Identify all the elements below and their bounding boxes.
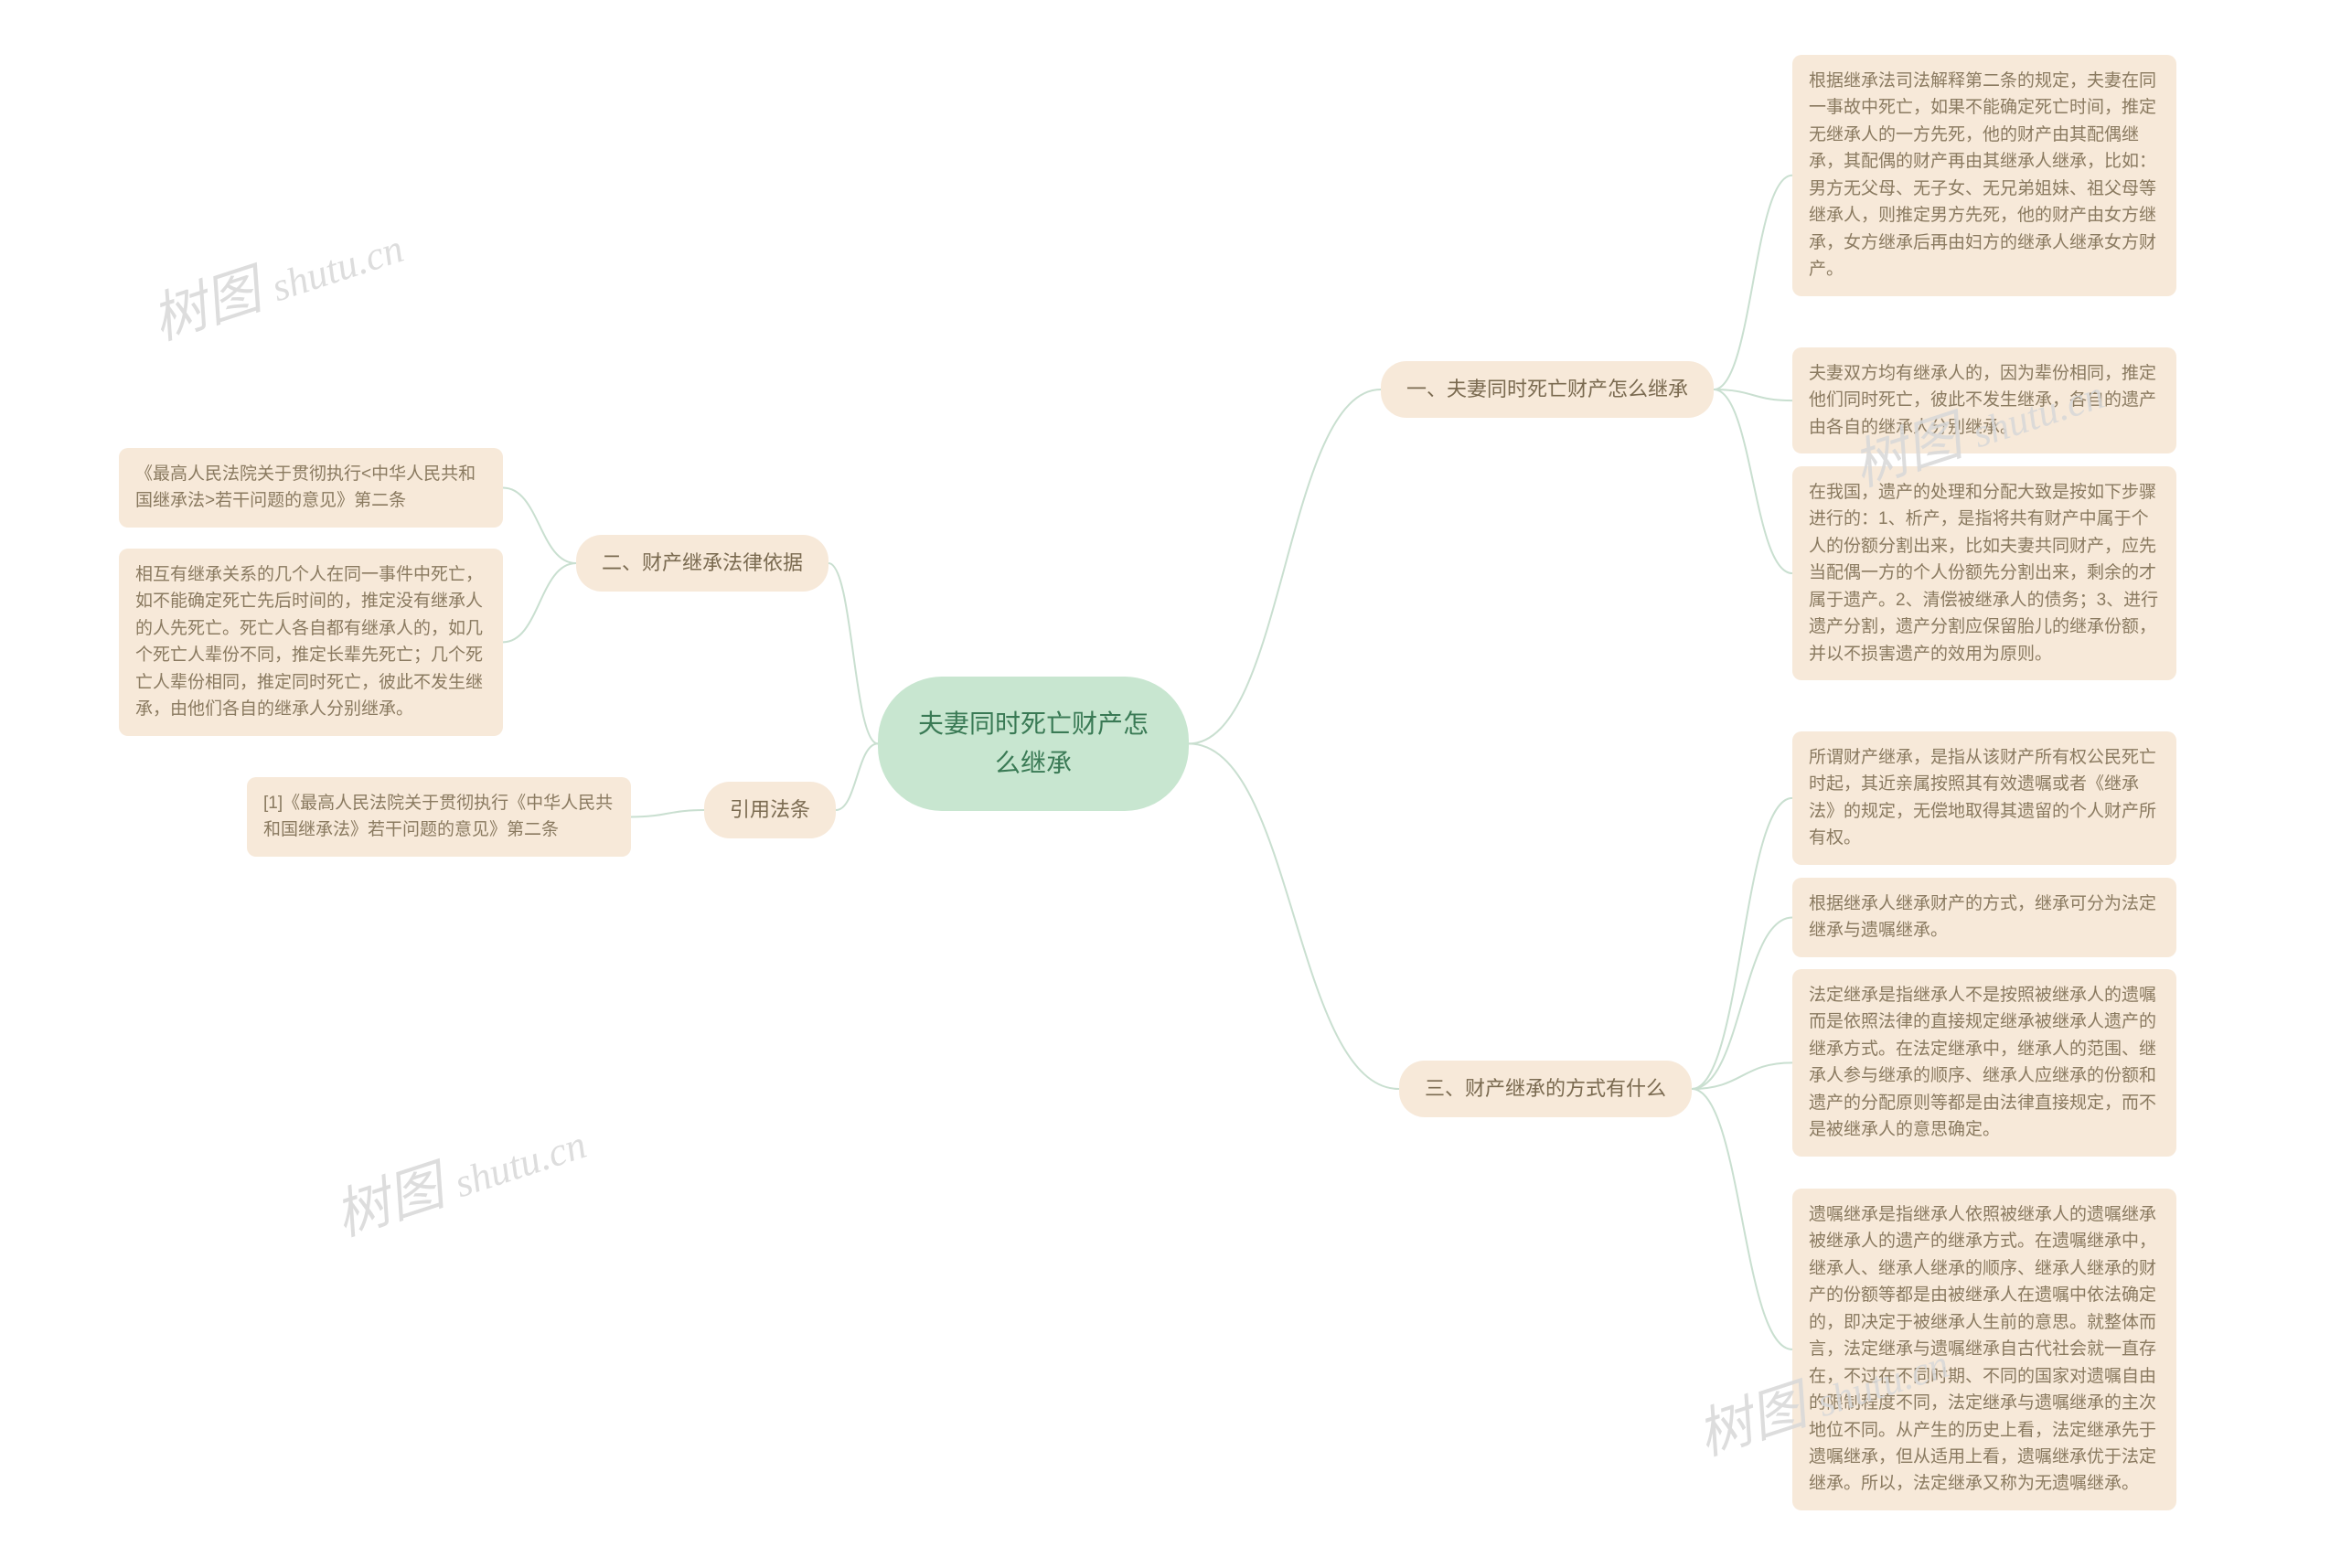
branch-citation-label: 引用法条 (730, 798, 810, 821)
leaf-b4-1-text: [1]《最高人民法院关于贯彻执行《中华人民共和国继承法》若干问题的意见》第二条 (263, 794, 613, 839)
branch-1-label: 一、夫妻同时死亡财产怎么继承 (1406, 378, 1688, 400)
leaf-b3-2[interactable]: 根据继承人继承财产的方式，继承可分为法定继承与遗嘱继承。 (1792, 878, 2176, 957)
leaf-b1-1-text: 根据继承法司法解释第二条的规定，夫妻在同一事故中死亡，如果不能确定死亡时间，推定… (1809, 71, 2156, 279)
branch-2-label: 二、财产继承法律依据 (602, 551, 803, 574)
branch-2[interactable]: 二、财产继承法律依据 (576, 535, 828, 592)
leaf-b1-2-text: 夫妻双方均有继承人的，因为辈份相同，推定他们同时死亡，彼此不发生继承，各自的遗产… (1809, 364, 2156, 437)
center-topic[interactable]: 夫妻同时死亡财产怎么继承 (878, 677, 1189, 811)
leaf-b2-2[interactable]: 相互有继承关系的几个人在同一事件中死亡，如不能确定死亡先后时间的，推定没有继承人… (119, 549, 503, 736)
leaf-b3-3-text: 法定继承是指继承人不是按照被继承人的遗嘱而是依照法律的直接规定继承被继承人遗产的… (1809, 986, 2156, 1139)
leaf-b2-2-text: 相互有继承关系的几个人在同一事件中死亡，如不能确定死亡先后时间的，推定没有继承人… (135, 565, 483, 719)
center-topic-text: 夫妻同时死亡财产怎么继承 (918, 709, 1149, 777)
leaf-b1-3[interactable]: 在我国，遗产的处理和分配大致是按如下步骤进行的：1、析产，是指将共有财产中属于个… (1792, 466, 2176, 680)
leaf-b3-4[interactable]: 遗嘱继承是指继承人依照被继承人的遗嘱继承被继承人的遗产的继承方式。在遗嘱继承中，… (1792, 1189, 2176, 1510)
leaf-b3-3[interactable]: 法定继承是指继承人不是按照被继承人的遗嘱而是依照法律的直接规定继承被继承人遗产的… (1792, 969, 2176, 1157)
branch-1[interactable]: 一、夫妻同时死亡财产怎么继承 (1381, 361, 1714, 418)
leaf-b1-1[interactable]: 根据继承法司法解释第二条的规定，夫妻在同一事故中死亡，如果不能确定死亡时间，推定… (1792, 55, 2176, 296)
leaf-b1-3-text: 在我国，遗产的处理和分配大致是按如下步骤进行的：1、析产，是指将共有财产中属于个… (1809, 483, 2158, 664)
watermark: 树图 shutu.cn (140, 199, 411, 355)
leaf-b2-1[interactable]: 《最高人民法院关于贯彻执行<中华人民共和国继承法>若干问题的意见》第二条 (119, 448, 503, 528)
leaf-b3-4-text: 遗嘱继承是指继承人依照被继承人的遗嘱继承被继承人的遗产的继承方式。在遗嘱继承中，… (1809, 1205, 2156, 1493)
branch-3[interactable]: 三、财产继承的方式有什么 (1399, 1061, 1692, 1117)
leaf-b1-2[interactable]: 夫妻双方均有继承人的，因为辈份相同，推定他们同时死亡，彼此不发生继承，各自的遗产… (1792, 347, 2176, 453)
leaf-b3-1-text: 所谓财产继承，是指从该财产所有权公民死亡时起，其近亲属按照其有效遗嘱或者《继承法… (1809, 748, 2156, 848)
leaf-b2-1-text: 《最高人民法院关于贯彻执行<中华人民共和国继承法>若干问题的意见》第二条 (135, 464, 476, 510)
branch-3-label: 三、财产继承的方式有什么 (1425, 1077, 1666, 1100)
leaf-b4-1[interactable]: [1]《最高人民法院关于贯彻执行《中华人民共和国继承法》若干问题的意见》第二条 (247, 777, 631, 857)
leaf-b3-1[interactable]: 所谓财产继承，是指从该财产所有权公民死亡时起，其近亲属按照其有效遗嘱或者《继承法… (1792, 731, 2176, 865)
watermark: 树图 shutu.cn (323, 1095, 593, 1251)
branch-citation[interactable]: 引用法条 (704, 782, 836, 838)
leaf-b3-2-text: 根据继承人继承财产的方式，继承可分为法定继承与遗嘱继承。 (1809, 894, 2156, 940)
